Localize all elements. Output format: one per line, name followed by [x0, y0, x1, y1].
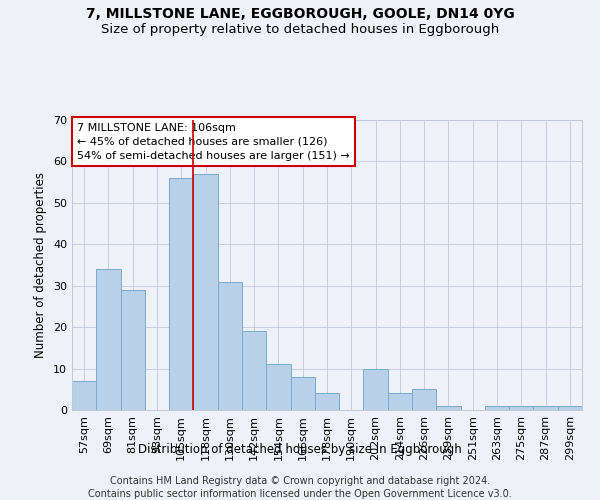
Bar	[72, 381, 96, 410]
Bar	[96, 269, 121, 410]
Bar	[509, 406, 533, 410]
Bar	[364, 368, 388, 410]
Bar	[169, 178, 193, 410]
Bar	[193, 174, 218, 410]
Text: Distribution of detached houses by size in Eggborough: Distribution of detached houses by size …	[138, 442, 462, 456]
Text: Contains public sector information licensed under the Open Government Licence v3: Contains public sector information licen…	[88, 489, 512, 499]
Bar	[266, 364, 290, 410]
Bar	[436, 406, 461, 410]
Bar	[290, 377, 315, 410]
Bar	[533, 406, 558, 410]
Bar	[242, 332, 266, 410]
Bar	[485, 406, 509, 410]
Text: 7, MILLSTONE LANE, EGGBOROUGH, GOOLE, DN14 0YG: 7, MILLSTONE LANE, EGGBOROUGH, GOOLE, DN…	[86, 8, 514, 22]
Text: Contains HM Land Registry data © Crown copyright and database right 2024.: Contains HM Land Registry data © Crown c…	[110, 476, 490, 486]
Y-axis label: Number of detached properties: Number of detached properties	[34, 172, 47, 358]
Bar	[388, 394, 412, 410]
Text: 7 MILLSTONE LANE: 106sqm
← 45% of detached houses are smaller (126)
54% of semi-: 7 MILLSTONE LANE: 106sqm ← 45% of detach…	[77, 123, 350, 161]
Bar	[218, 282, 242, 410]
Bar	[121, 290, 145, 410]
Bar	[412, 390, 436, 410]
Bar	[315, 394, 339, 410]
Text: Size of property relative to detached houses in Eggborough: Size of property relative to detached ho…	[101, 22, 499, 36]
Bar	[558, 406, 582, 410]
